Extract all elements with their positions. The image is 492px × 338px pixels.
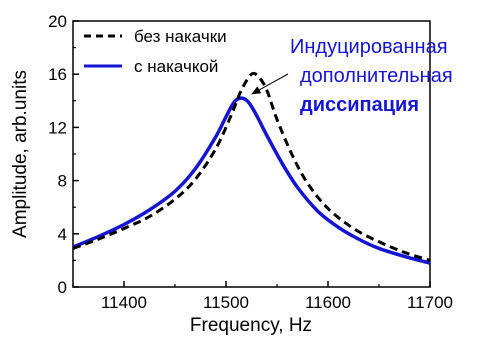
series-line-with-pump (72, 96, 431, 265)
series-layer (72, 71, 431, 265)
annotation-line-3: диссипация (300, 94, 419, 116)
y-tick-label: 0 (58, 278, 67, 297)
y-tick-label: 12 (48, 118, 67, 137)
x-axis-ticks: 11400 11500 11600 11700 (72, 281, 453, 312)
legend: без накачки с накачкой (84, 27, 227, 76)
annotation-line-1: Индуцированная (290, 36, 448, 58)
x-tick-label: 11500 (203, 293, 249, 312)
annotation: Индуцированная дополнительная диссипация (251, 36, 453, 116)
annotation-line-2: дополнительная (300, 65, 453, 87)
series-line-no-pump (72, 71, 431, 262)
annotation-arrowhead (251, 86, 262, 95)
legend-label-with-pump: с накачкой (134, 57, 218, 76)
legend-label-no-pump: без накачки (134, 27, 227, 46)
x-tick-label: 11600 (305, 293, 351, 312)
y-tick-label: 20 (48, 12, 67, 31)
x-tick-label: 11400 (101, 293, 147, 312)
y-axis-label: Amplitude, arb.units (10, 70, 31, 238)
x-axis-label: Frequency, Hz (190, 315, 312, 336)
y-tick-label: 4 (58, 225, 67, 244)
x-tick-label: 11700 (407, 293, 453, 312)
y-axis-ticks: 0 4 8 12 16 20 (48, 12, 79, 297)
y-tick-label: 8 (58, 172, 67, 191)
y-tick-label: 16 (48, 65, 67, 84)
